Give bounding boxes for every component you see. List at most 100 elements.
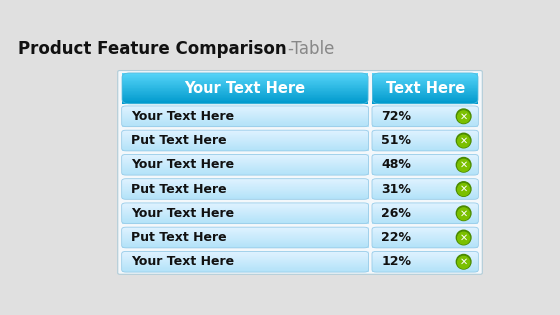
Bar — [122, 77, 368, 78]
Bar — [372, 179, 478, 180]
Bar — [122, 236, 368, 237]
Bar — [372, 157, 478, 158]
Bar — [372, 171, 478, 172]
Bar — [372, 145, 478, 146]
Bar — [372, 125, 478, 126]
Bar — [122, 268, 368, 269]
Bar — [122, 270, 368, 271]
Bar — [372, 245, 478, 246]
Bar — [122, 86, 368, 87]
Ellipse shape — [456, 230, 471, 245]
Bar — [122, 115, 368, 116]
Bar — [122, 97, 368, 98]
Bar — [372, 266, 478, 267]
Bar — [122, 102, 368, 103]
Bar — [122, 90, 368, 91]
Bar — [122, 100, 368, 101]
Bar — [122, 252, 368, 253]
Bar — [122, 232, 368, 233]
Bar — [372, 149, 478, 150]
Bar — [122, 210, 368, 211]
Bar — [372, 163, 478, 164]
Text: ✕: ✕ — [460, 160, 468, 170]
Bar — [372, 191, 478, 192]
Bar — [122, 147, 368, 148]
Bar — [122, 116, 368, 117]
Bar — [372, 161, 478, 162]
Bar — [122, 172, 368, 173]
Bar — [122, 209, 368, 210]
Bar — [372, 84, 478, 85]
Bar — [372, 146, 478, 147]
Bar — [122, 159, 368, 160]
Ellipse shape — [458, 208, 470, 220]
Bar — [122, 98, 368, 99]
Bar — [122, 138, 368, 139]
Bar — [372, 112, 478, 113]
Bar — [372, 121, 478, 122]
Bar — [122, 130, 368, 131]
Bar — [372, 242, 478, 243]
Ellipse shape — [456, 158, 471, 172]
Bar — [372, 119, 478, 120]
Bar — [372, 111, 478, 112]
Bar — [372, 228, 478, 229]
Bar — [372, 211, 478, 212]
Bar — [122, 230, 368, 231]
Bar — [122, 185, 368, 186]
Bar — [122, 156, 368, 157]
Bar — [122, 124, 368, 125]
Bar — [372, 75, 478, 76]
Bar — [372, 138, 478, 139]
Bar — [122, 81, 368, 82]
Bar — [122, 244, 368, 245]
Bar — [372, 271, 478, 272]
Bar — [372, 212, 478, 213]
Bar — [122, 187, 368, 188]
Bar — [372, 260, 478, 261]
Bar — [372, 197, 478, 198]
Bar — [122, 83, 368, 84]
Bar — [122, 214, 368, 215]
Bar — [372, 168, 478, 169]
Bar — [372, 97, 478, 98]
Bar — [122, 91, 368, 92]
Bar — [122, 182, 368, 183]
Bar — [122, 223, 368, 224]
Bar — [372, 220, 478, 221]
Bar — [122, 216, 368, 217]
Bar — [122, 99, 368, 100]
Bar — [122, 168, 368, 169]
Bar — [122, 221, 368, 222]
Bar — [372, 103, 478, 104]
Bar — [122, 155, 368, 156]
Bar — [122, 134, 368, 135]
Bar — [372, 77, 478, 78]
Bar — [122, 76, 368, 77]
Bar — [372, 232, 478, 233]
Bar — [372, 155, 478, 156]
Bar — [122, 265, 368, 266]
Bar — [372, 215, 478, 216]
Bar — [372, 165, 478, 166]
Bar — [372, 93, 478, 94]
Bar — [372, 258, 478, 259]
Ellipse shape — [456, 133, 471, 148]
Bar — [122, 262, 368, 263]
Bar — [122, 180, 368, 181]
Bar — [122, 160, 368, 161]
Bar — [372, 117, 478, 118]
Bar — [122, 135, 368, 136]
Bar — [122, 171, 368, 172]
Bar — [122, 82, 368, 83]
Bar — [122, 220, 368, 221]
Bar — [122, 253, 368, 254]
Bar — [122, 74, 368, 75]
Bar — [372, 229, 478, 230]
Bar — [122, 126, 368, 127]
Bar — [122, 161, 368, 162]
Bar — [122, 227, 368, 228]
Bar — [372, 218, 478, 219]
Text: Text Here: Text Here — [386, 81, 465, 96]
Bar — [122, 266, 368, 267]
